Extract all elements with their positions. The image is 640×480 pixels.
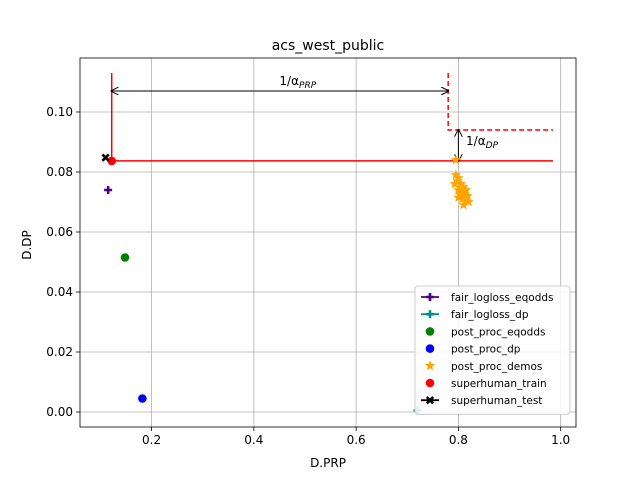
legend-label: fair_logloss_eqodds <box>451 292 554 304</box>
legend-marker <box>425 327 435 336</box>
data-point-post_proc_dp <box>138 394 147 403</box>
legend-label: superhuman_test <box>451 395 542 407</box>
legend-label: superhuman_train <box>451 378 547 390</box>
data-point-post_proc_demos <box>450 169 462 180</box>
legend-marker <box>425 378 435 388</box>
y-tick-label: 0.04 <box>46 285 73 299</box>
y-tick-label: 0.00 <box>46 405 73 419</box>
data-point-post_proc_eqodds <box>120 253 130 262</box>
legend-marker <box>426 293 434 301</box>
threshold-line-dashed <box>447 73 553 131</box>
legend-label: post_proc_dp <box>451 344 521 356</box>
legend-marker <box>426 310 434 319</box>
x-tick-label: 0.6 <box>347 433 366 447</box>
y-axis: 0.00 0.02 0.04 0.06 0.08 0.10 <box>46 105 80 419</box>
data-point-post_proc_demos <box>456 183 467 193</box>
data-point-post_proc_demos <box>454 189 466 199</box>
data-point-superhuman_test <box>101 153 110 162</box>
x-tick-label: 0.8 <box>449 433 468 447</box>
annotation-label: 1/αDP <box>466 134 499 151</box>
data-point-post_proc_demos <box>455 178 467 189</box>
x-tick-label: 1.0 <box>551 433 570 447</box>
data-point-superhuman_train <box>107 156 117 166</box>
x-tick-label: 0.4 <box>244 433 263 447</box>
legend-marker <box>424 360 436 371</box>
data-point-post_proc_demos <box>453 184 464 195</box>
y-axis-label: D.DP <box>20 230 34 260</box>
legend-marker <box>425 396 435 405</box>
data-point-post_proc_demos <box>459 186 470 196</box>
legend-label: post_proc_eqodds <box>451 326 545 338</box>
legend: fair_logloss_eqodds fair_logloss_dp post_p… <box>414 285 571 415</box>
annotations: 1/αPRP 1/αDP <box>112 74 499 161</box>
legend-box <box>414 285 571 415</box>
legend-marker <box>425 344 435 353</box>
x-axis-label: D.PRP <box>310 456 346 470</box>
data-point-post_proc_demos <box>460 184 472 195</box>
data-point-post_proc_demos <box>450 154 462 165</box>
data-point-post_proc_demos <box>452 175 463 186</box>
grid-lines <box>80 58 576 427</box>
data-point-post_proc_demos <box>460 195 472 205</box>
y-tick-label: 0.02 <box>46 345 73 359</box>
plot-frame <box>79 57 577 428</box>
x-tick-label: 0.2 <box>142 433 161 447</box>
legend-label: post_proc_demos <box>451 361 542 373</box>
data-point-post_proc_demos <box>458 199 469 210</box>
y-tick-label: 0.06 <box>46 225 73 239</box>
legend-label: fair_logloss_dp <box>451 309 529 321</box>
data-point-post_proc_demos <box>458 181 469 192</box>
chart-title: acs_west_public <box>272 38 385 54</box>
x-axis: 0.2 0.4 0.6 0.8 1.0 <box>142 427 570 447</box>
y-tick-label: 0.10 <box>46 105 73 119</box>
annotation-label: 1/αPRP <box>279 74 316 91</box>
data-point-post_proc_demos <box>453 172 464 183</box>
y-tick-label: 0.08 <box>46 165 73 179</box>
data-point-post_proc_demos <box>463 196 474 207</box>
data-point-fair_logloss_eqodds <box>104 186 113 194</box>
